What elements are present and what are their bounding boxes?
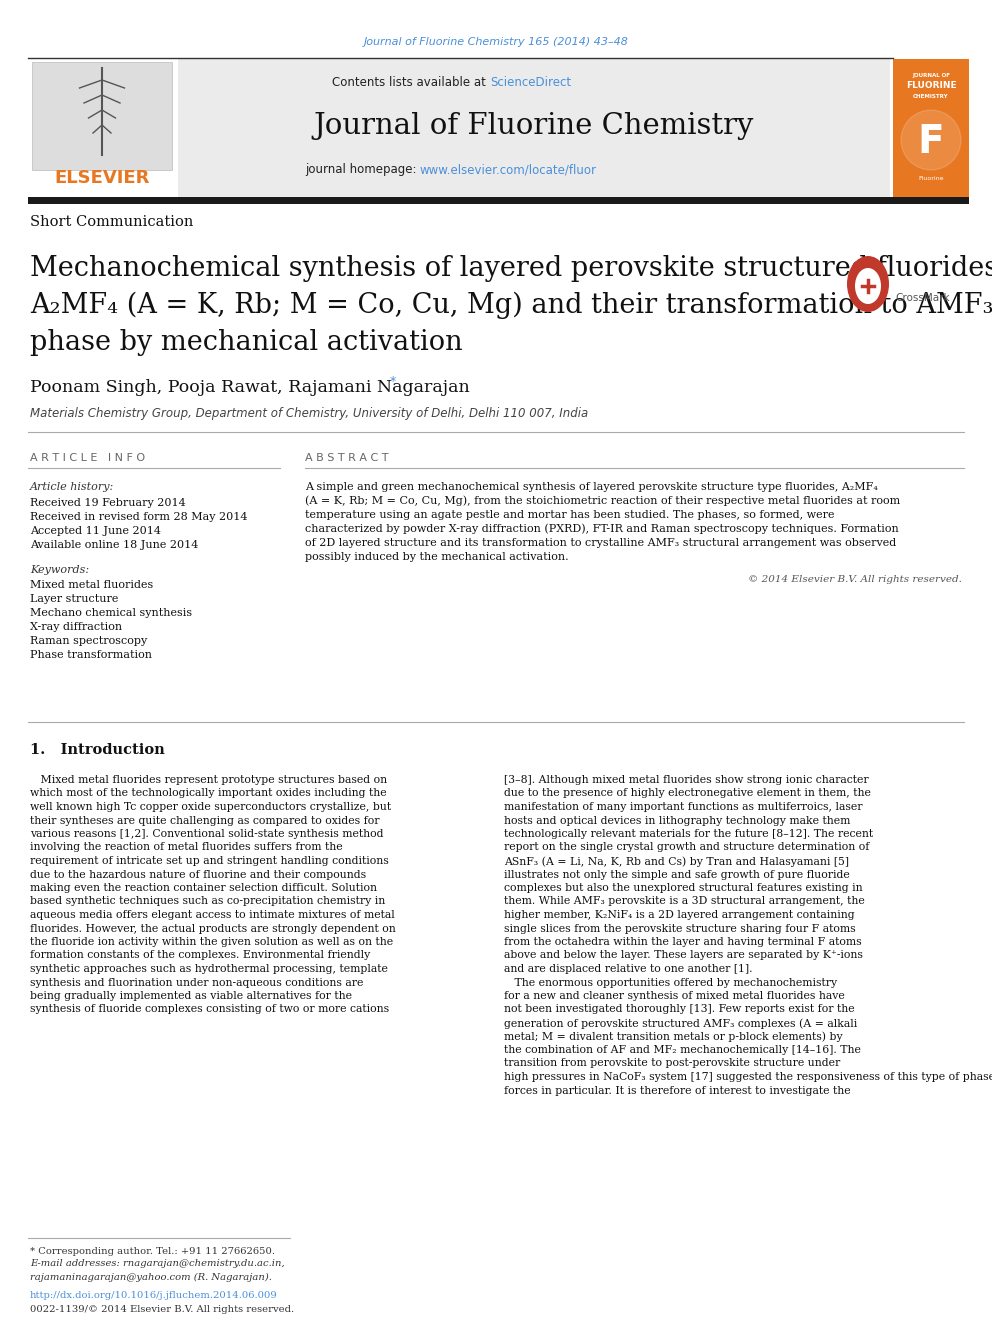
FancyBboxPatch shape xyxy=(28,197,969,204)
Text: manifestation of many important functions as multiferroics, laser: manifestation of many important function… xyxy=(504,802,862,812)
Text: http://dx.doi.org/10.1016/j.jfluchem.2014.06.009: http://dx.doi.org/10.1016/j.jfluchem.201… xyxy=(30,1291,278,1301)
Text: www.elsevier.com/locate/fluor: www.elsevier.com/locate/fluor xyxy=(420,164,597,176)
Text: due to the hazardous nature of fluorine and their compounds: due to the hazardous nature of fluorine … xyxy=(30,869,366,880)
Text: above and below the layer. These layers are separated by K⁺-ions: above and below the layer. These layers … xyxy=(504,950,863,960)
Text: formation constants of the complexes. Environmental friendly: formation constants of the complexes. En… xyxy=(30,950,370,960)
Text: ScienceDirect: ScienceDirect xyxy=(490,77,571,90)
Text: being gradually implemented as viable alternatives for the: being gradually implemented as viable al… xyxy=(30,991,352,1002)
Text: characterized by powder X-ray diffraction (PXRD), FT-IR and Raman spectroscopy t: characterized by powder X-ray diffractio… xyxy=(305,524,899,534)
Text: involving the reaction of metal fluorides suffers from the: involving the reaction of metal fluoride… xyxy=(30,843,342,852)
Text: A₂MF₄ (A = K, Rb; M = Co, Cu, Mg) and their transformation to AMF₃: A₂MF₄ (A = K, Rb; M = Co, Cu, Mg) and th… xyxy=(30,291,992,319)
Text: the combination of AF and MF₂ mechanochemically [14–16]. The: the combination of AF and MF₂ mechanoche… xyxy=(504,1045,861,1054)
Text: them. While AMF₃ perovskite is a 3D structural arrangement, the: them. While AMF₃ perovskite is a 3D stru… xyxy=(504,897,865,906)
Text: Short Communication: Short Communication xyxy=(30,216,193,229)
Text: Fluorine: Fluorine xyxy=(919,176,943,180)
Text: synthesis and fluorination under non-aqueous conditions are: synthesis and fluorination under non-aqu… xyxy=(30,978,363,987)
Text: technologically relevant materials for the future [8–12]. The recent: technologically relevant materials for t… xyxy=(504,830,873,839)
Text: A simple and green mechanochemical synthesis of layered perovskite structure typ: A simple and green mechanochemical synth… xyxy=(305,482,878,492)
Text: X-ray diffraction: X-ray diffraction xyxy=(30,622,122,632)
FancyBboxPatch shape xyxy=(178,60,890,197)
Text: hosts and optical devices in lithography technology make them: hosts and optical devices in lithography… xyxy=(504,815,850,826)
Text: single slices from the perovskite structure sharing four F atoms: single slices from the perovskite struct… xyxy=(504,923,856,934)
Text: CrossMark: CrossMark xyxy=(895,292,949,303)
Text: F: F xyxy=(918,123,944,161)
Text: generation of perovskite structured AMF₃ complexes (A = alkali: generation of perovskite structured AMF₃… xyxy=(504,1017,857,1028)
Text: [3–8]. Although mixed metal fluorides show strong ionic character: [3–8]. Although mixed metal fluorides sh… xyxy=(504,775,869,785)
Text: Poonam Singh, Pooja Rawat, Rajamani Nagarajan: Poonam Singh, Pooja Rawat, Rajamani Naga… xyxy=(30,380,470,397)
Text: making even the reaction container selection difficult. Solution: making even the reaction container selec… xyxy=(30,882,377,893)
Text: Available online 18 June 2014: Available online 18 June 2014 xyxy=(30,540,198,550)
Text: phase by mechanical activation: phase by mechanical activation xyxy=(30,328,462,356)
Text: Accepted 11 June 2014: Accepted 11 June 2014 xyxy=(30,527,161,536)
Text: © 2014 Elsevier B.V. All rights reserved.: © 2014 Elsevier B.V. All rights reserved… xyxy=(748,574,962,583)
Text: report on the single crystal growth and structure determination of: report on the single crystal growth and … xyxy=(504,843,869,852)
Text: Mixed metal fluorides: Mixed metal fluorides xyxy=(30,579,153,590)
Text: *: * xyxy=(390,376,396,389)
Text: not been investigated thoroughly [13]. Few reports exist for the: not been investigated thoroughly [13]. F… xyxy=(504,1004,855,1015)
Text: FLUORINE: FLUORINE xyxy=(906,82,956,90)
Ellipse shape xyxy=(847,255,889,312)
Text: JOURNAL OF: JOURNAL OF xyxy=(912,74,950,78)
Text: of 2D layered structure and its transformation to crystalline AMF₃ structural ar: of 2D layered structure and its transfor… xyxy=(305,538,896,548)
Text: synthetic approaches such as hydrothermal processing, template: synthetic approaches such as hydrotherma… xyxy=(30,964,388,974)
Text: Contents lists available at: Contents lists available at xyxy=(332,77,490,90)
Text: metal; M = divalent transition metals or p-block elements) by: metal; M = divalent transition metals or… xyxy=(504,1032,842,1043)
Text: Journal of Fluorine Chemistry 165 (2014) 43–48: Journal of Fluorine Chemistry 165 (2014)… xyxy=(363,37,629,48)
Text: Raman spectroscopy: Raman spectroscopy xyxy=(30,636,147,646)
Text: possibly induced by the mechanical activation.: possibly induced by the mechanical activ… xyxy=(305,552,568,562)
Text: A B S T R A C T: A B S T R A C T xyxy=(305,452,389,463)
Text: various reasons [1,2]. Conventional solid-state synthesis method: various reasons [1,2]. Conventional soli… xyxy=(30,830,384,839)
Text: rajamaninagarajan@yahoo.com (R. Nagarajan).: rajamaninagarajan@yahoo.com (R. Nagaraja… xyxy=(30,1273,272,1282)
Text: Keywords:: Keywords: xyxy=(30,565,89,576)
Text: for a new and cleaner synthesis of mixed metal fluorides have: for a new and cleaner synthesis of mixed… xyxy=(504,991,845,1002)
Text: Mixed metal fluorides represent prototype structures based on: Mixed metal fluorides represent prototyp… xyxy=(30,775,387,785)
Text: Article history:: Article history: xyxy=(30,482,114,492)
Text: forces in particular. It is therefore of interest to investigate the: forces in particular. It is therefore of… xyxy=(504,1085,850,1095)
Text: and are displaced relative to one another [1].: and are displaced relative to one anothe… xyxy=(504,964,753,974)
Text: fluorides. However, the actual products are strongly dependent on: fluorides. However, the actual products … xyxy=(30,923,396,934)
Text: Phase transformation: Phase transformation xyxy=(30,650,152,660)
Text: well known high Tc copper oxide superconductors crystallize, but: well known high Tc copper oxide supercon… xyxy=(30,802,391,812)
Text: Received 19 February 2014: Received 19 February 2014 xyxy=(30,497,186,508)
Text: temperature using an agate pestle and mortar has been studied. The phases, so fo: temperature using an agate pestle and mo… xyxy=(305,509,834,520)
Text: the fluoride ion activity within the given solution as well as on the: the fluoride ion activity within the giv… xyxy=(30,937,393,947)
Text: Journal of Fluorine Chemistry: Journal of Fluorine Chemistry xyxy=(313,112,754,140)
Text: aqueous media offers elegant access to intimate mixtures of metal: aqueous media offers elegant access to i… xyxy=(30,910,395,919)
Text: Mechanochemical synthesis of layered perovskite structured fluorides: Mechanochemical synthesis of layered per… xyxy=(30,254,992,282)
Text: illustrates not only the simple and safe growth of pure fluoride: illustrates not only the simple and safe… xyxy=(504,869,850,880)
Text: The enormous opportunities offered by mechanochemistry: The enormous opportunities offered by me… xyxy=(504,978,837,987)
Text: their syntheses are quite challenging as compared to oxides for: their syntheses are quite challenging as… xyxy=(30,815,380,826)
Text: (A = K, Rb; M = Co, Cu, Mg), from the stoichiometric reaction of their respectiv: (A = K, Rb; M = Co, Cu, Mg), from the st… xyxy=(305,496,901,507)
Text: ASnF₃ (A = Li, Na, K, Rb and Cs) by Tran and Halasyamani [5]: ASnF₃ (A = Li, Na, K, Rb and Cs) by Tran… xyxy=(504,856,849,867)
Text: synthesis of fluoride complexes consisting of two or more cations: synthesis of fluoride complexes consisti… xyxy=(30,1004,389,1015)
Text: from the octahedra within the layer and having terminal F atoms: from the octahedra within the layer and … xyxy=(504,937,862,947)
Text: requirement of intricate set up and stringent handling conditions: requirement of intricate set up and stri… xyxy=(30,856,389,867)
Text: E-mail addresses: rnagarajan@chemistry.du.ac.in,: E-mail addresses: rnagarajan@chemistry.d… xyxy=(30,1259,285,1269)
Text: complexes but also the unexplored structural features existing in: complexes but also the unexplored struct… xyxy=(504,882,863,893)
Text: A R T I C L E   I N F O: A R T I C L E I N F O xyxy=(30,452,145,463)
FancyBboxPatch shape xyxy=(32,62,172,169)
Text: based synthetic techniques such as co-precipitation chemistry in: based synthetic techniques such as co-pr… xyxy=(30,897,385,906)
Text: transition from perovskite to post-perovskite structure under: transition from perovskite to post-perov… xyxy=(504,1058,840,1069)
Text: higher member, K₂NiF₄ is a 2D layered arrangement containing: higher member, K₂NiF₄ is a 2D layered ar… xyxy=(504,910,855,919)
Text: Received in revised form 28 May 2014: Received in revised form 28 May 2014 xyxy=(30,512,247,523)
Circle shape xyxy=(901,110,961,169)
Text: * Corresponding author. Tel.: +91 11 27662650.: * Corresponding author. Tel.: +91 11 276… xyxy=(30,1246,275,1256)
Text: ELSEVIER: ELSEVIER xyxy=(55,169,150,187)
Text: 0022-1139/© 2014 Elsevier B.V. All rights reserved.: 0022-1139/© 2014 Elsevier B.V. All right… xyxy=(30,1306,294,1315)
Text: high pressures in NaCoF₃ system [17] suggested the responsiveness of this type o: high pressures in NaCoF₃ system [17] sug… xyxy=(504,1072,992,1082)
FancyBboxPatch shape xyxy=(893,60,969,197)
Text: journal homepage:: journal homepage: xyxy=(305,164,420,176)
Text: CHEMISTRY: CHEMISTRY xyxy=(914,94,948,98)
Text: due to the presence of highly electronegative element in them, the: due to the presence of highly electroneg… xyxy=(504,789,871,799)
Ellipse shape xyxy=(855,269,881,304)
Text: Materials Chemistry Group, Department of Chemistry, University of Delhi, Delhi 1: Materials Chemistry Group, Department of… xyxy=(30,406,588,419)
Text: Mechano chemical synthesis: Mechano chemical synthesis xyxy=(30,609,192,618)
Text: which most of the technologically important oxides including the: which most of the technologically import… xyxy=(30,789,387,799)
Text: Layer structure: Layer structure xyxy=(30,594,118,605)
FancyBboxPatch shape xyxy=(28,60,176,197)
Text: 1.   Introduction: 1. Introduction xyxy=(30,744,165,757)
